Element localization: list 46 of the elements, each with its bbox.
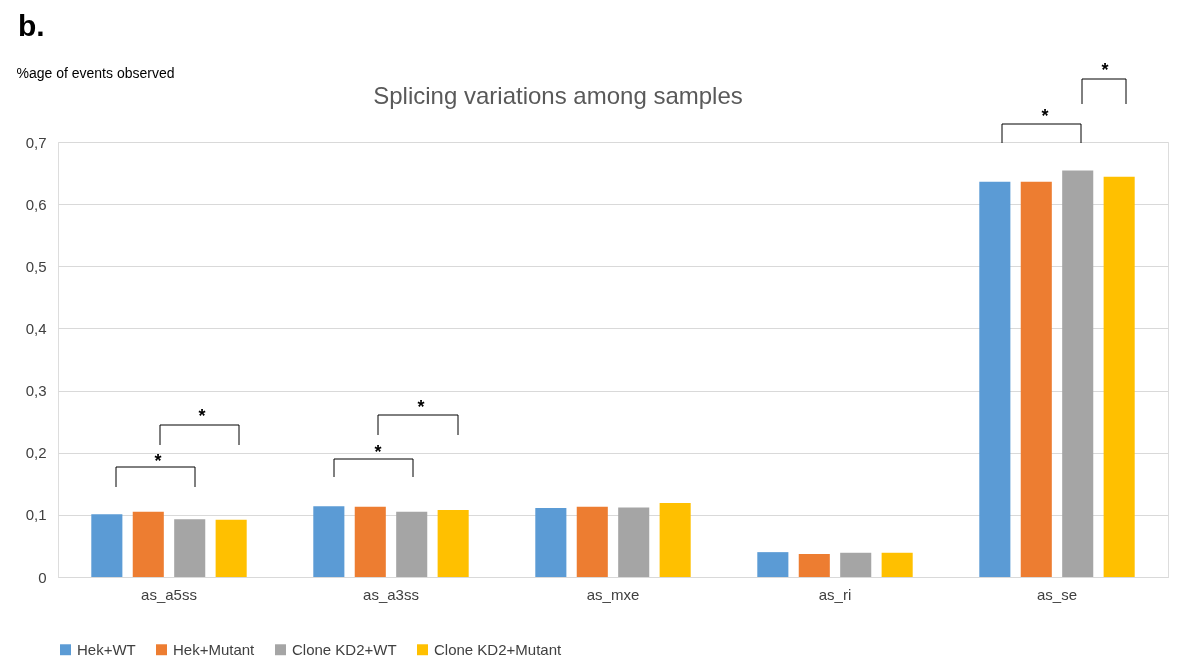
annotation: * (154, 451, 162, 471)
x-tick-label: as_se (1036, 585, 1078, 603)
legend-label: Hek+Mutant (173, 640, 256, 658)
bar (618, 507, 650, 577)
bar (840, 552, 872, 577)
legend-label: Clone KD2+WT (292, 640, 397, 658)
bar (396, 511, 428, 577)
bar (757, 552, 789, 577)
x-tick-label: as_ri (818, 585, 852, 603)
y-tick-label: 0,2 (25, 444, 47, 462)
annotation: * (374, 442, 382, 462)
x-tick-label: as_mxe (586, 585, 640, 603)
y-tick-label: 0,1 (25, 506, 47, 524)
x-tick-label: as_a5ss (141, 585, 197, 603)
y-tick-label: 0,3 (25, 382, 47, 400)
bar (215, 519, 247, 577)
bar (1062, 170, 1094, 577)
annotation: * (198, 406, 206, 426)
bar (354, 506, 386, 577)
legend-label: Clone KD2+Mutant (434, 640, 562, 658)
bar (437, 509, 469, 577)
bar (535, 508, 567, 577)
text: * (1101, 60, 1109, 80)
bar (659, 503, 691, 577)
bar (132, 511, 164, 577)
bar (1103, 176, 1135, 577)
bar (979, 181, 1011, 577)
y-tick-label: 0 (38, 568, 47, 586)
bar (576, 506, 608, 577)
bar (1020, 181, 1052, 577)
bar (798, 554, 830, 577)
x-tick-label: as_a3ss (363, 585, 419, 603)
text: b. (18, 9, 45, 42)
y-tick-label: 0,6 (25, 195, 47, 213)
y-tick-label: 0,5 (25, 257, 47, 275)
y-tick-label: 0,4 (25, 319, 47, 337)
annotation: * (417, 397, 425, 417)
bar (91, 514, 123, 577)
legend-label: Hek+WT (77, 640, 136, 658)
bar (174, 519, 206, 577)
bar (881, 552, 913, 577)
chart-title: Splicing variations among samples (373, 82, 743, 109)
text: * (1041, 106, 1049, 126)
y-tick-label: 0,7 (25, 133, 47, 151)
y-axis-title: %age of events observed (16, 64, 175, 81)
bar (313, 506, 345, 577)
